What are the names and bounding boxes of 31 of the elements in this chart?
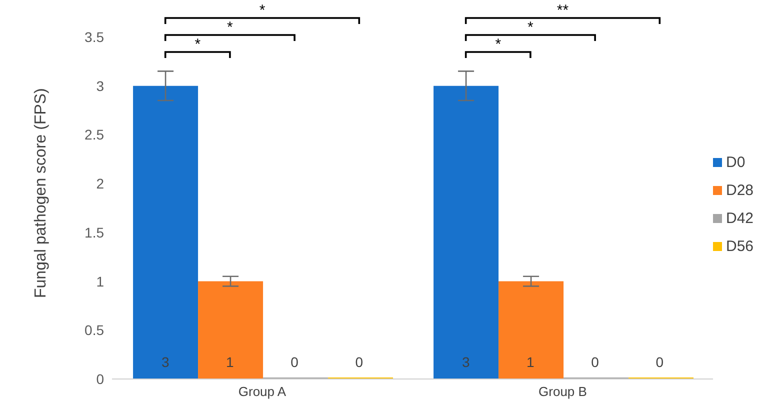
y-tick-label: 3.5 xyxy=(84,28,104,45)
bar xyxy=(498,281,564,379)
data-label: 1 xyxy=(526,354,535,370)
data-label: 1 xyxy=(226,354,234,370)
y-tick-label: 1.5 xyxy=(84,224,104,240)
y-tick-label: 0 xyxy=(96,370,104,387)
legend-label: D56 xyxy=(726,238,754,254)
annotation: * xyxy=(495,36,502,53)
legend-label: D0 xyxy=(726,154,746,170)
data-label: 0 xyxy=(355,354,364,370)
data-label: 3 xyxy=(462,354,470,370)
y-tick-label: 3 xyxy=(96,78,104,94)
y-axis-title: Fungal pathogen score (FPS) xyxy=(32,88,50,298)
data-label: 0 xyxy=(591,354,600,370)
data-label: 3 xyxy=(161,354,170,370)
x-tick-label: Group B xyxy=(538,384,587,400)
x-tick-label: Group A xyxy=(238,384,286,400)
y-tick-label: 2.5 xyxy=(84,126,104,143)
significance-bracket: * xyxy=(164,36,231,58)
legend-label: D42 xyxy=(726,210,754,226)
bar xyxy=(198,281,264,379)
legend-label: D28 xyxy=(726,182,754,198)
y-tick-label: 1 xyxy=(96,273,104,290)
annotation: * xyxy=(194,36,201,53)
bar xyxy=(133,86,198,379)
significance-bracket: * xyxy=(464,36,532,58)
data-label: 0 xyxy=(656,354,664,370)
data-label: 0 xyxy=(290,354,299,370)
y-tick-label: 0.5 xyxy=(84,322,104,338)
y-tick-label: 2 xyxy=(96,176,104,192)
bar xyxy=(434,86,499,379)
